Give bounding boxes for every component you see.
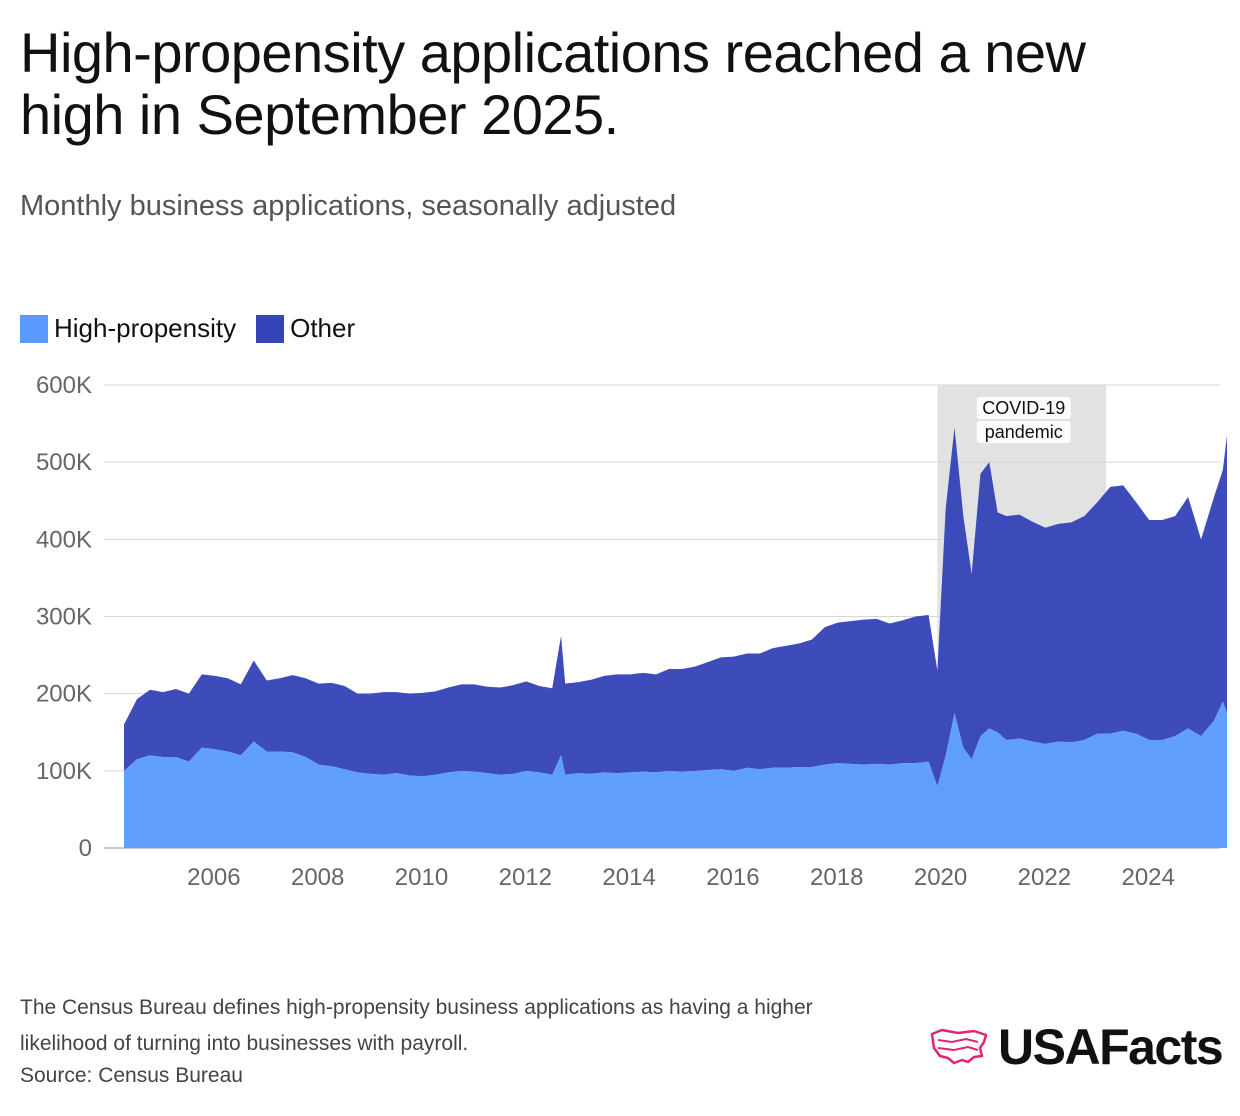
y-tick-label: 300K — [36, 604, 92, 631]
logo-text: USAFacts — [998, 1019, 1224, 1075]
x-tick-label: 2016 — [706, 864, 759, 891]
chart-title: High-propensity applications reached a n… — [20, 21, 1086, 146]
legend-label-other: Other — [290, 313, 356, 343]
y-tick-label: 400K — [36, 526, 92, 553]
x-tick-label: 2018 — [810, 864, 863, 891]
area-other — [124, 427, 1228, 787]
x-tick-label: 2024 — [1121, 864, 1174, 891]
legend-item-other: Other — [256, 313, 355, 344]
x-tick-label: 2020 — [914, 864, 967, 891]
legend-swatch-other — [256, 314, 285, 343]
annotation-label-bg — [976, 397, 1071, 419]
x-tick-label: 2022 — [1018, 864, 1071, 891]
annotation-label: pandemic — [985, 422, 1063, 442]
legend-swatch-high-propensity — [20, 314, 48, 343]
legend-item-high-propensity: High-propensity — [20, 313, 236, 344]
annotation-label: COVID-19 — [982, 398, 1065, 418]
footnote: The Census Bureau defines high-propensit… — [20, 996, 813, 1055]
x-tick-label: 2014 — [602, 864, 655, 891]
y-tick-label: 600K — [36, 372, 92, 399]
x-tick-label: 2012 — [499, 864, 552, 891]
area-high-propensity — [124, 701, 1228, 848]
x-tick-label: 2010 — [395, 864, 448, 891]
legend-label-high-propensity: High-propensity — [54, 313, 237, 343]
x-tick-label: 2006 — [187, 864, 240, 891]
stacked-area-chart: 0 100K 200K 300K 400K 500K 600K COVID-19 pandemi… — [36, 372, 1228, 891]
x-tick-label: 2008 — [291, 864, 344, 891]
us-map-icon — [930, 1028, 988, 1065]
chart-subtitle: Monthly business applications, seasonall… — [20, 190, 677, 222]
y-tick-label: 100K — [36, 758, 92, 785]
legend: High-propensity Other — [20, 313, 375, 344]
usafacts-logo: USAFacts — [928, 1018, 1224, 1076]
y-tick-label: 0 — [79, 835, 92, 862]
annotation-label-bg — [976, 421, 1071, 443]
y-tick-label: 200K — [36, 681, 92, 708]
source-note: Source: Census Bureau — [20, 1064, 243, 1087]
y-tick-label: 500K — [36, 449, 92, 476]
